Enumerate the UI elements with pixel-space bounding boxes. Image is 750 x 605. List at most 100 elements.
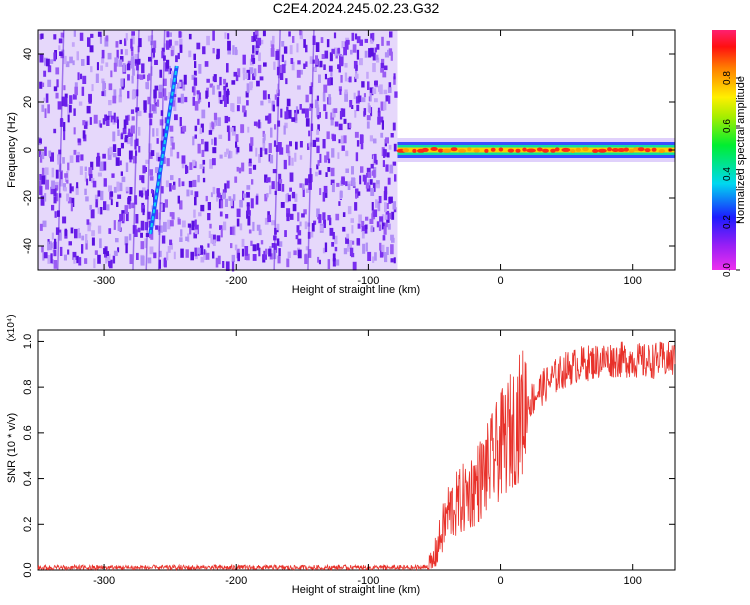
- noise-cell: [216, 188, 220, 198]
- noise-cell: [120, 78, 124, 87]
- noise-cell: [350, 240, 355, 245]
- noise-cell: [45, 93, 49, 103]
- noise-cell: [168, 65, 171, 75]
- noise-cell: [117, 148, 121, 157]
- noise-cell: [336, 182, 340, 187]
- noise-cell: [341, 145, 345, 151]
- noise-cell: [218, 134, 223, 139]
- noise-cell: [251, 179, 254, 185]
- noise-cell: [382, 160, 385, 167]
- noise-cell: [201, 109, 206, 119]
- noise-cell: [39, 185, 43, 196]
- noise-cell: [169, 183, 172, 192]
- noise-cell: [289, 187, 292, 192]
- noise-cell: [39, 174, 42, 181]
- noise-cell: [142, 175, 145, 184]
- noise-cell: [297, 60, 301, 65]
- noise-cell: [385, 164, 389, 172]
- noise-cell: [193, 53, 196, 61]
- noise-cell: [350, 49, 353, 55]
- noise-cell: [351, 177, 355, 186]
- noise-cell: [185, 249, 189, 258]
- noise-cell: [371, 211, 374, 220]
- noise-cell: [246, 83, 250, 93]
- noise-cell: [223, 221, 227, 231]
- noise-cell: [332, 253, 336, 262]
- noise-cell: [321, 54, 325, 59]
- noise-cell: [272, 35, 275, 44]
- noise-cell: [127, 90, 130, 99]
- noise-cell: [121, 176, 126, 183]
- noise-cell: [318, 74, 321, 83]
- noise-cell: [370, 163, 374, 169]
- noise-cell: [85, 240, 88, 250]
- noise-cell: [177, 97, 182, 103]
- noise-cell: [237, 252, 240, 262]
- noise-cell: [69, 104, 72, 113]
- noise-cell: [332, 134, 336, 142]
- noise-cell: [106, 115, 110, 120]
- noise-cell: [112, 255, 116, 264]
- noise-cell: [200, 123, 204, 133]
- noise-cell: [73, 127, 76, 135]
- noise-cell: [268, 113, 272, 123]
- noise-cell: [243, 193, 247, 198]
- noise-cell: [41, 167, 45, 176]
- signal-peak: [628, 148, 635, 153]
- noise-cell: [235, 75, 239, 82]
- noise-cell: [305, 118, 310, 127]
- noise-cell: [203, 250, 207, 260]
- noise-cell: [265, 248, 268, 255]
- noise-cell: [311, 223, 315, 232]
- noise-cell: [351, 253, 355, 258]
- noise-cell: [207, 213, 211, 221]
- noise-cell: [144, 238, 147, 249]
- noise-cell: [222, 261, 225, 268]
- noise-cell: [323, 64, 326, 70]
- signal-peak: [623, 147, 629, 152]
- noise-cell: [277, 142, 282, 149]
- noise-cell: [387, 87, 392, 93]
- noise-cell: [262, 90, 267, 100]
- noise-cell: [356, 36, 361, 44]
- noise-cell: [216, 48, 220, 59]
- noise-cell: [335, 259, 340, 266]
- noise-cell: [331, 183, 335, 193]
- noise-cell: [161, 50, 164, 59]
- noise-cell: [259, 147, 263, 157]
- snr-panel: -300 -200 -100 0 100 0.0 0.2 0.4 0.6 0.8 1.0 Heig…: [6, 314, 676, 596]
- signal-peak: [658, 149, 666, 153]
- noise-cell: [304, 254, 308, 264]
- noise-cell: [280, 202, 285, 208]
- noise-cell: [329, 77, 333, 86]
- noise-cell: [212, 76, 216, 82]
- noise-cell: [333, 32, 337, 39]
- x-tick-label: -100: [357, 275, 379, 287]
- noise-cell: [156, 152, 160, 162]
- noise-cell: [206, 78, 210, 83]
- noise-cell: [170, 137, 174, 146]
- noise-cell: [339, 190, 343, 198]
- y-tick-label: 0.0: [22, 562, 34, 577]
- noise-cell: [383, 65, 388, 71]
- noise-cell: [369, 135, 373, 142]
- noise-cell: [269, 185, 272, 195]
- noise-cell: [58, 229, 62, 234]
- noise-cell: [190, 251, 194, 261]
- noise-cell: [285, 144, 290, 154]
- noise-cell: [381, 244, 385, 253]
- noise-cell: [108, 83, 113, 91]
- noise-cell: [249, 81, 253, 89]
- noise-cell: [128, 233, 132, 241]
- noise-cell: [185, 236, 189, 241]
- noise-cell: [288, 31, 291, 37]
- noise-cell: [53, 52, 56, 62]
- noise-cell: [232, 45, 235, 55]
- noise-cell: [166, 251, 169, 261]
- noise-cell: [212, 186, 216, 195]
- noise-cell: [140, 220, 145, 231]
- noise-cell: [43, 97, 47, 102]
- noise-cell: [64, 173, 68, 178]
- noise-cell: [272, 104, 275, 112]
- noise-cell: [130, 46, 134, 52]
